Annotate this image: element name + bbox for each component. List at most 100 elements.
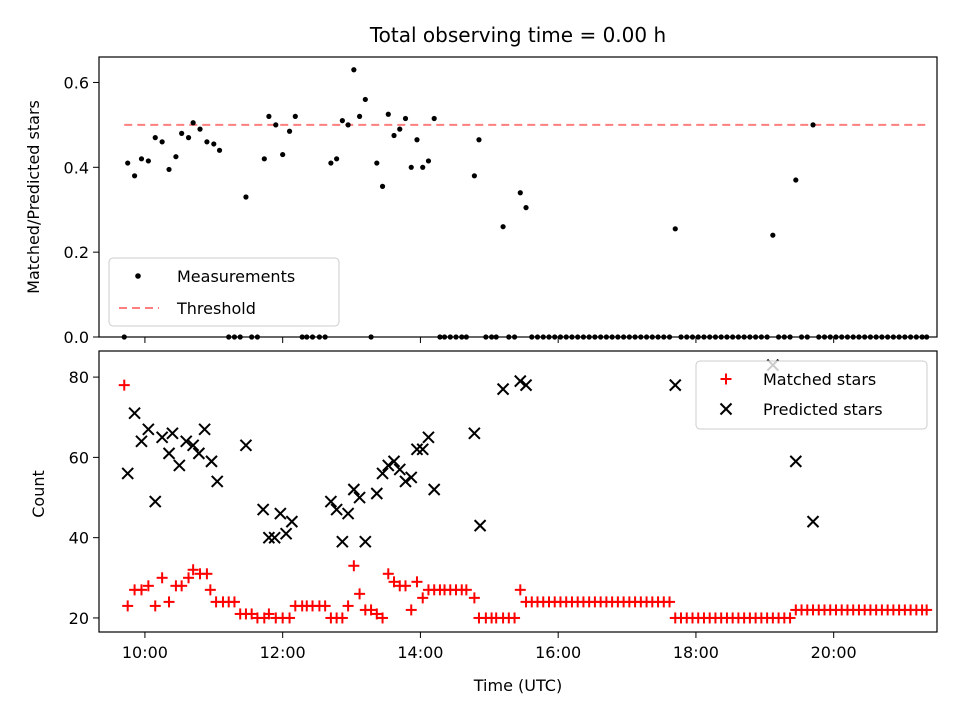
- predicted-star-point-b: [173, 459, 186, 472]
- matched-star-point: [377, 612, 389, 624]
- matched-star-point: [118, 379, 130, 391]
- measurement-point: [517, 190, 523, 196]
- predicted-star-point: [387, 455, 401, 468]
- x-tick-label: 10:00: [122, 643, 168, 662]
- predicted-star-point: [789, 455, 803, 468]
- predicted-star-point: [399, 475, 412, 488]
- measurement-point: [334, 156, 340, 162]
- predicted-star-point-b: [142, 423, 155, 436]
- predicted-stars-points: [121, 358, 820, 548]
- predicted-star-point-b: [416, 443, 429, 456]
- predicted-star-point: [262, 531, 276, 544]
- measurement-point: [131, 173, 138, 179]
- top-title: Total observing time = 0.00 h: [369, 23, 666, 47]
- measurement-point: [810, 122, 816, 128]
- matched-star-point: [784, 612, 796, 624]
- top-legend-box: [108, 257, 340, 327]
- measurement-point: [391, 132, 397, 139]
- top-plot-frame: [98, 56, 938, 338]
- matched-star-point: [135, 584, 147, 596]
- predicted-star-point-b: [789, 455, 803, 468]
- predicted-star-point: [330, 503, 343, 516]
- measurement-point: [190, 120, 196, 126]
- predicted-star-point: [496, 382, 510, 396]
- predicted-star-point-b: [370, 487, 384, 500]
- measurement-point: [793, 177, 799, 183]
- predicted-star-point: [347, 483, 361, 496]
- bottom-plot-frame: [98, 350, 938, 633]
- measurement-point: [523, 205, 529, 211]
- measurement-point: [216, 147, 223, 153]
- bottom-x-ticks: 10:00 12:00 14:00 16:00 18:00 20:00: [122, 632, 857, 662]
- top-panel: Total observing time = 0.00 h Matched/Pr…: [24, 23, 938, 347]
- top-y-tick-label: 0.6: [64, 73, 89, 92]
- predicted-star-point: [427, 483, 441, 496]
- measurement-point: [379, 183, 386, 189]
- bottom-panel: Count Time (UTC) 20 40 60 80 10:00 12:00 14:0…: [29, 350, 938, 695]
- measurement-point: [471, 173, 477, 179]
- matched-star-point: [246, 608, 258, 620]
- predicted-star-point: [166, 427, 179, 440]
- predicted-star-point: [416, 443, 429, 456]
- predicted-star-point-b: [382, 459, 395, 472]
- matched-star-point: [201, 568, 213, 580]
- predicted-star-point: [405, 471, 418, 484]
- bottom-y-tick-label: 60: [69, 448, 89, 467]
- predicted-star-point: [211, 475, 224, 488]
- measurement-point: [125, 160, 131, 166]
- measurement-point: [425, 158, 432, 164]
- legend-predicted-x-b: [719, 402, 733, 416]
- x-tick-label: 12:00: [260, 643, 306, 662]
- measurement-point: [286, 128, 293, 134]
- measurement-point: [328, 160, 334, 166]
- measurement-point: [145, 158, 151, 164]
- predicted-star-point: [473, 519, 487, 532]
- legend-predicted-x: [719, 402, 733, 416]
- predicted-star-point: [205, 455, 218, 468]
- predicted-star-point: [353, 491, 366, 504]
- predicted-star-point: [142, 423, 155, 436]
- predicted-star-point-b: [256, 503, 270, 516]
- legend-predicted-marker: [719, 402, 733, 416]
- predicted-star-point: [382, 459, 395, 472]
- predicted-star-point: [410, 443, 424, 456]
- predicted-star-point: [268, 531, 281, 544]
- measurement-point: [292, 113, 298, 119]
- bottom-legend: Matched stars Predicted stars: [695, 360, 928, 430]
- predicted-star-point: [468, 427, 481, 440]
- predicted-star-point-b: [186, 439, 200, 452]
- matched-star-point: [371, 608, 383, 620]
- matched-star-point: [354, 588, 366, 600]
- legend-matched-marker: [720, 373, 732, 385]
- legend-predicted-label: Predicted stars: [763, 400, 883, 419]
- legend-measurements-marker: [135, 273, 141, 279]
- measurement-point: [197, 126, 203, 132]
- predicted-star-point: [341, 507, 355, 520]
- predicted-star-point: [393, 463, 406, 476]
- predicted-star-point-b: [166, 427, 179, 440]
- measurement-point: [414, 137, 420, 143]
- predicted-star-point-b: [274, 507, 287, 520]
- predicted-star-point: [121, 467, 134, 480]
- legend-matched-plus: [720, 373, 732, 385]
- predicted-star-point-b: [669, 378, 682, 392]
- predicted-star-point-b: [324, 495, 338, 508]
- predicted-star-point-b: [198, 423, 211, 436]
- x-tick-label: 20:00: [811, 643, 857, 662]
- legend-threshold-label: Threshold: [176, 299, 256, 318]
- matched-star-point: [460, 584, 472, 596]
- x-tick-label: 14:00: [397, 643, 443, 662]
- predicted-star-point-b: [496, 382, 510, 396]
- measurement-point: [173, 154, 179, 160]
- bottom-y-tick-label: 40: [69, 529, 89, 548]
- predicted-star-point-b: [353, 491, 366, 504]
- matched-star-point: [284, 612, 296, 624]
- predicted-star-point-b: [162, 447, 176, 460]
- legend-measurements-label: Measurements: [177, 267, 295, 286]
- matched-star-point: [417, 592, 429, 604]
- matched-star-point: [382, 568, 394, 580]
- predicted-star-point: [519, 378, 533, 392]
- measurement-point: [280, 151, 286, 158]
- predicted-star-point-b: [268, 531, 281, 544]
